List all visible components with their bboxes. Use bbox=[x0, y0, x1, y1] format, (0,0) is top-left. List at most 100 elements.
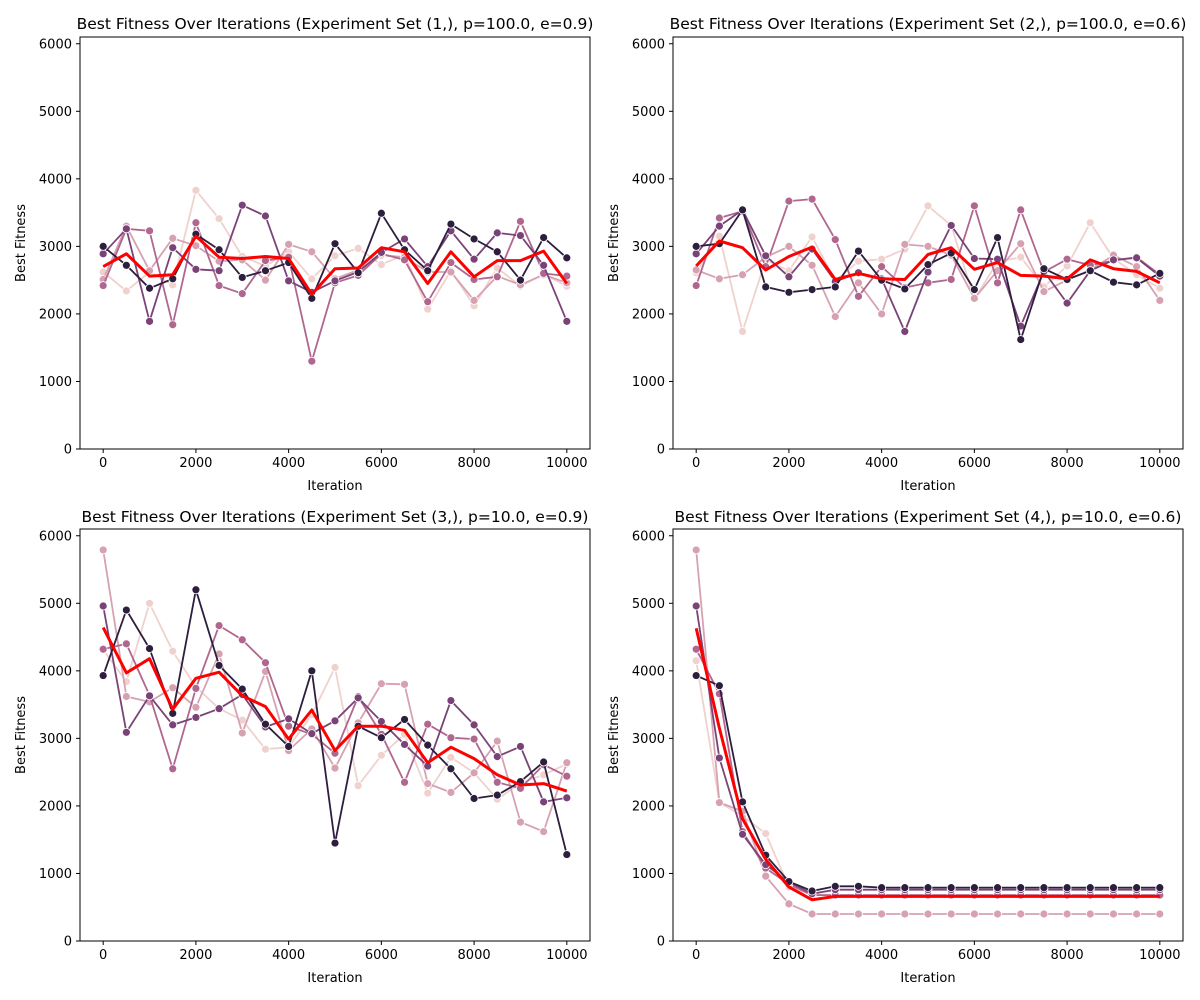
data-point bbox=[877, 883, 887, 893]
data-point bbox=[98, 545, 108, 555]
y-tick-label: 4000 bbox=[39, 172, 72, 187]
data-point bbox=[784, 287, 794, 297]
data-point bbox=[330, 239, 340, 249]
data-point bbox=[807, 886, 817, 896]
y-tick-label: 0 bbox=[64, 935, 72, 950]
data-point bbox=[168, 233, 178, 243]
x-tick-label: 8000 bbox=[1051, 456, 1084, 471]
data-point bbox=[191, 713, 201, 722]
data-point bbox=[854, 278, 863, 288]
data-point bbox=[1155, 883, 1165, 893]
data-point bbox=[946, 275, 956, 284]
data-point bbox=[307, 729, 317, 739]
data-point bbox=[423, 740, 433, 750]
data-point bbox=[691, 241, 701, 251]
run-line bbox=[102, 204, 568, 323]
data-point bbox=[121, 639, 131, 649]
data-point bbox=[121, 286, 131, 296]
data-point bbox=[738, 270, 747, 280]
y-axis-label: Best Fitness bbox=[14, 204, 29, 282]
run-series-2 bbox=[98, 545, 572, 836]
y-tick-label: 2000 bbox=[632, 307, 665, 322]
data-point bbox=[969, 254, 979, 263]
data-point bbox=[993, 883, 1002, 893]
data-point bbox=[1085, 909, 1095, 919]
data-point bbox=[1062, 254, 1072, 264]
mean-line bbox=[694, 627, 1160, 902]
data-point bbox=[353, 244, 363, 253]
data-point bbox=[738, 205, 747, 215]
data-point bbox=[539, 757, 549, 767]
x-tick-label: 8000 bbox=[1051, 948, 1084, 963]
x-tick-label: 2000 bbox=[772, 948, 805, 963]
data-point bbox=[830, 282, 840, 292]
x-axis-label: Iteration bbox=[307, 479, 362, 494]
data-point bbox=[98, 281, 108, 290]
data-point bbox=[1062, 298, 1072, 308]
data-point bbox=[761, 871, 771, 881]
data-point bbox=[492, 736, 502, 746]
data-point bbox=[214, 245, 224, 255]
data-point bbox=[376, 750, 386, 760]
data-point bbox=[121, 605, 131, 615]
data-point bbox=[330, 663, 340, 672]
data-point bbox=[1155, 283, 1165, 293]
data-point bbox=[854, 909, 863, 919]
data-point bbox=[1062, 883, 1072, 893]
y-tick-label: 4000 bbox=[632, 172, 665, 187]
data-point bbox=[423, 266, 433, 276]
data-point bbox=[376, 679, 386, 689]
subplot-experiment-set-2: Best Fitness Over Iterations (Experiment… bbox=[607, 15, 1186, 494]
data-point bbox=[830, 312, 840, 322]
y-tick-label: 1000 bbox=[39, 867, 72, 882]
run-series-5 bbox=[691, 671, 1165, 896]
data-point bbox=[784, 241, 794, 251]
y-tick-label: 0 bbox=[657, 935, 665, 950]
data-point bbox=[969, 883, 979, 893]
x-axis-label: Iteration bbox=[900, 479, 955, 494]
data-point bbox=[307, 247, 317, 257]
data-point bbox=[714, 681, 724, 691]
data-point bbox=[830, 235, 840, 245]
data-point bbox=[993, 278, 1002, 288]
data-point bbox=[1109, 277, 1118, 287]
data-point bbox=[877, 309, 887, 319]
y-tick-label: 6000 bbox=[632, 37, 665, 52]
data-point bbox=[191, 218, 201, 228]
data-point bbox=[121, 727, 131, 737]
data-point bbox=[691, 281, 701, 290]
x-tick-label: 4000 bbox=[272, 948, 305, 963]
data-point bbox=[284, 276, 294, 286]
subplot-experiment-set-1: Best Fitness Over Iterations (Experiment… bbox=[14, 15, 593, 494]
data-point bbox=[1155, 268, 1165, 278]
data-point bbox=[400, 234, 409, 244]
data-point bbox=[469, 254, 479, 264]
data-point bbox=[168, 320, 178, 330]
data-point bbox=[98, 601, 108, 611]
data-point bbox=[738, 829, 747, 839]
y-tick-label: 3000 bbox=[39, 732, 72, 747]
data-point bbox=[1109, 909, 1118, 919]
data-point bbox=[1109, 883, 1118, 893]
data-point bbox=[923, 241, 933, 251]
data-point bbox=[714, 753, 724, 763]
data-point bbox=[446, 733, 456, 743]
data-point bbox=[854, 291, 863, 301]
data-point bbox=[1016, 205, 1026, 215]
data-point bbox=[691, 265, 701, 275]
data-point bbox=[516, 216, 525, 226]
data-point bbox=[261, 658, 270, 668]
data-point bbox=[1016, 252, 1026, 262]
data-point bbox=[261, 266, 270, 276]
data-point bbox=[191, 264, 201, 274]
y-tick-label: 6000 bbox=[39, 37, 72, 52]
data-point bbox=[854, 881, 863, 891]
data-point bbox=[237, 684, 247, 694]
data-point bbox=[539, 233, 549, 242]
data-point bbox=[1039, 287, 1049, 297]
data-point bbox=[714, 274, 724, 284]
data-point bbox=[145, 691, 154, 701]
x-tick-label: 0 bbox=[99, 948, 107, 963]
y-tick-label: 1000 bbox=[39, 375, 72, 390]
